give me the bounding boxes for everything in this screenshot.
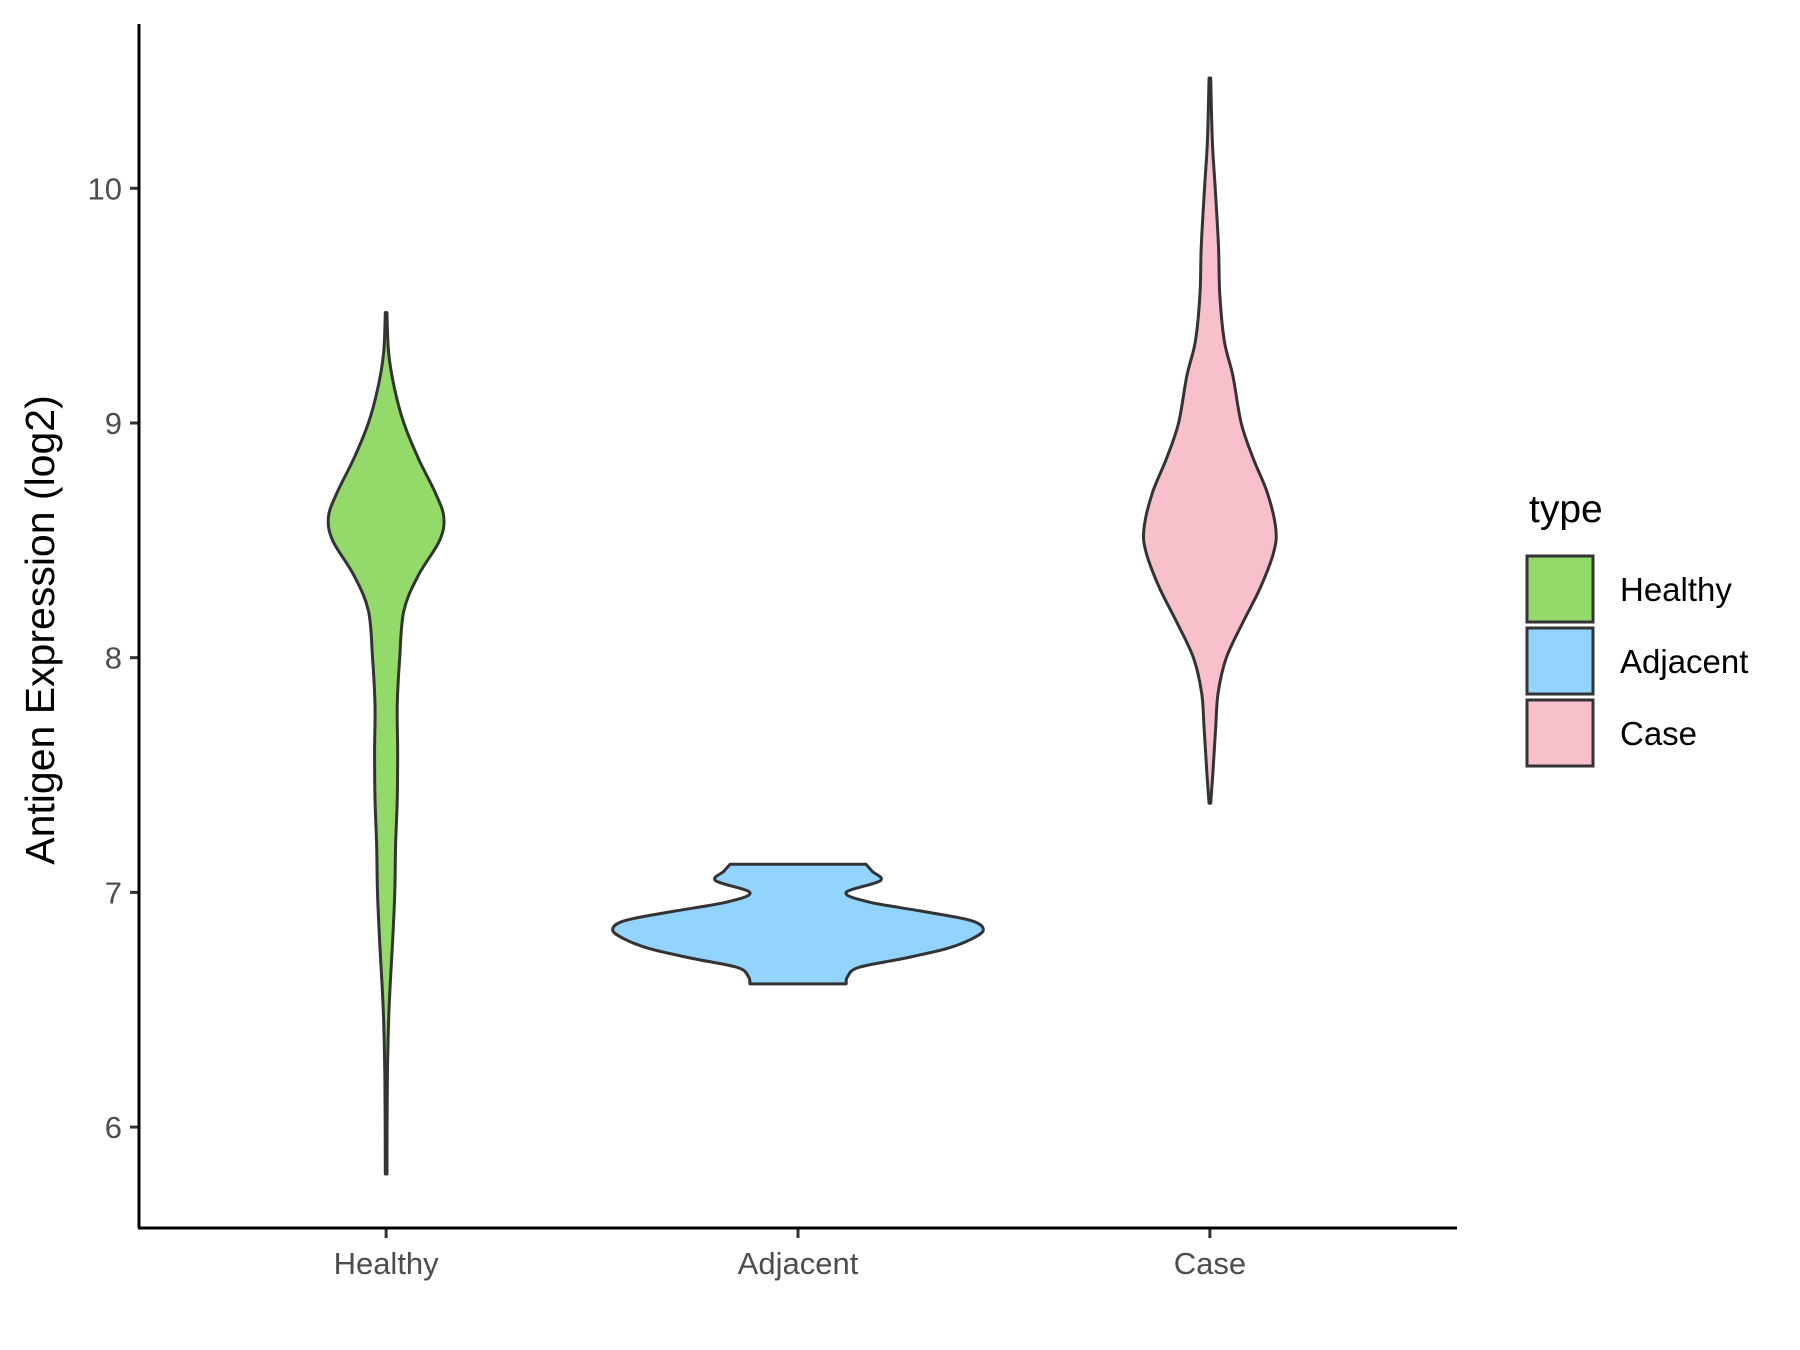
- y-tick-label: 8: [105, 641, 122, 676]
- violin-healthy: [326, 311, 446, 1176]
- legend-key-healthy: [1525, 554, 1595, 624]
- legend-label-case: Case: [1620, 715, 1697, 752]
- x-tick-label: Adjacent: [738, 1246, 859, 1281]
- legend-label-healthy: Healthy: [1620, 571, 1732, 608]
- y-axis-title: Antigen Expression (log2): [17, 395, 63, 864]
- x-axis-ticks: Healthy Adjacent Case: [334, 1228, 1246, 1281]
- y-tick-label: 7: [105, 875, 122, 910]
- legend: type Healthy Adjacent Case: [1525, 488, 1748, 768]
- legend-key-adjacent: [1525, 626, 1595, 696]
- y-tick-label: 10: [88, 171, 122, 206]
- violin-adjacent: [611, 862, 985, 986]
- legend-items: Healthy Adjacent Case: [1525, 554, 1748, 768]
- y-axis-ticks: 6 7 8 9 10: [88, 171, 139, 1145]
- x-tick-label: Case: [1174, 1246, 1246, 1281]
- legend-key-case: [1525, 698, 1595, 768]
- legend-label-adjacent: Adjacent: [1620, 643, 1748, 680]
- y-tick-label: 6: [105, 1110, 122, 1145]
- violins: [326, 76, 1278, 1176]
- violin-case: [1142, 76, 1278, 805]
- y-tick-label: 9: [105, 406, 122, 441]
- legend-title: type: [1529, 488, 1603, 531]
- x-tick-label: Healthy: [334, 1246, 440, 1281]
